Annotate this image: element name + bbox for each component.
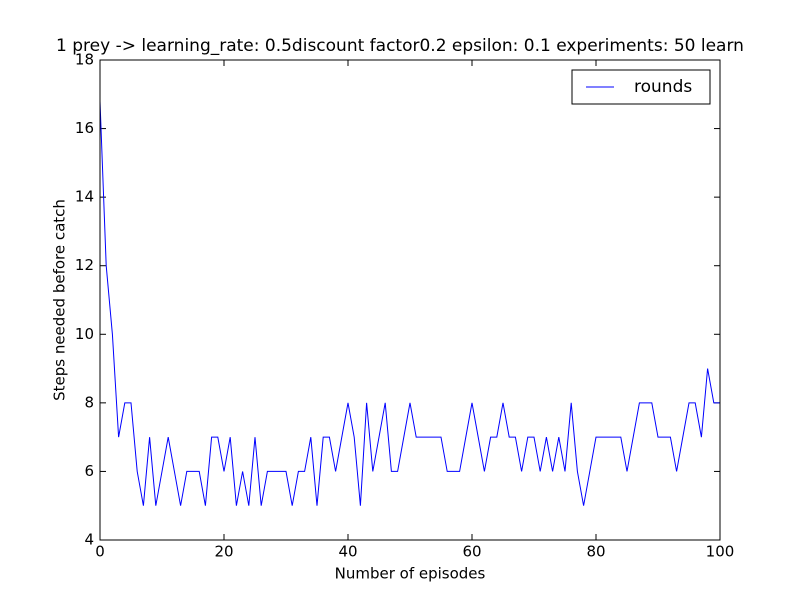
x-tick-label: 20	[214, 543, 233, 561]
plot-frame	[99, 59, 721, 541]
y-tick-label: 16	[75, 119, 94, 137]
x-tick-label: 100	[706, 543, 735, 561]
x-tick-label: 60	[462, 543, 481, 561]
y-tick-label: 6	[84, 462, 94, 480]
legend-label: rounds	[634, 77, 692, 97]
x-tick-label: 80	[586, 543, 605, 561]
y-tick-label: 12	[75, 256, 94, 274]
x-axis-label: Number of episodes	[335, 565, 486, 583]
y-tick-label: 8	[84, 393, 94, 411]
y-tick-label: 18	[75, 51, 94, 69]
y-axis-label: Steps needed before catch	[51, 199, 69, 401]
y-tick-label: 10	[75, 325, 94, 343]
x-tick-label: 0	[95, 543, 105, 561]
y-tick-label: 4	[84, 531, 94, 549]
y-tick-label: 14	[75, 188, 94, 206]
x-tick-label: 40	[338, 543, 357, 561]
data-line	[99, 101, 720, 506]
chart-title: 1 prey -> learning_rate: 0.5discount fac…	[56, 36, 744, 56]
